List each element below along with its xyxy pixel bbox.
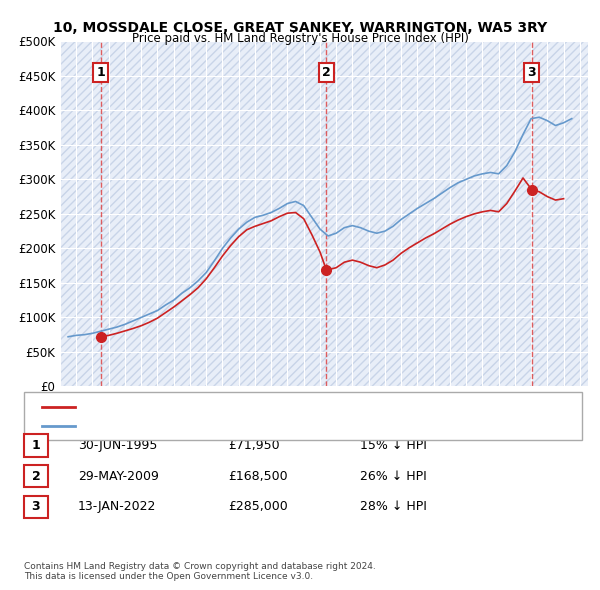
Text: 1: 1 [96, 66, 105, 79]
Text: 28% ↓ HPI: 28% ↓ HPI [360, 500, 427, 513]
Text: £71,950: £71,950 [228, 439, 280, 452]
Text: 1: 1 [32, 439, 40, 452]
Text: 2: 2 [322, 66, 331, 79]
Text: £285,000: £285,000 [228, 500, 288, 513]
Text: 10, MOSSDALE CLOSE, GREAT SANKEY, WARRINGTON, WA5 3RY (detached house): 10, MOSSDALE CLOSE, GREAT SANKEY, WARRIN… [84, 402, 510, 411]
Text: HPI: Average price, detached house, Warrington: HPI: Average price, detached house, Warr… [84, 421, 335, 431]
Text: 3: 3 [527, 66, 536, 79]
Text: 26% ↓ HPI: 26% ↓ HPI [360, 470, 427, 483]
Text: Contains HM Land Registry data © Crown copyright and database right 2024.
This d: Contains HM Land Registry data © Crown c… [24, 562, 376, 581]
Text: 29-MAY-2009: 29-MAY-2009 [78, 470, 159, 483]
Text: 3: 3 [32, 500, 40, 513]
Text: 2: 2 [32, 470, 40, 483]
Text: Price paid vs. HM Land Registry's House Price Index (HPI): Price paid vs. HM Land Registry's House … [131, 32, 469, 45]
Text: 10, MOSSDALE CLOSE, GREAT SANKEY, WARRINGTON, WA5 3RY: 10, MOSSDALE CLOSE, GREAT SANKEY, WARRIN… [53, 21, 547, 35]
Text: £168,500: £168,500 [228, 470, 287, 483]
Text: 15% ↓ HPI: 15% ↓ HPI [360, 439, 427, 452]
Text: 30-JUN-1995: 30-JUN-1995 [78, 439, 157, 452]
Text: 13-JAN-2022: 13-JAN-2022 [78, 500, 157, 513]
